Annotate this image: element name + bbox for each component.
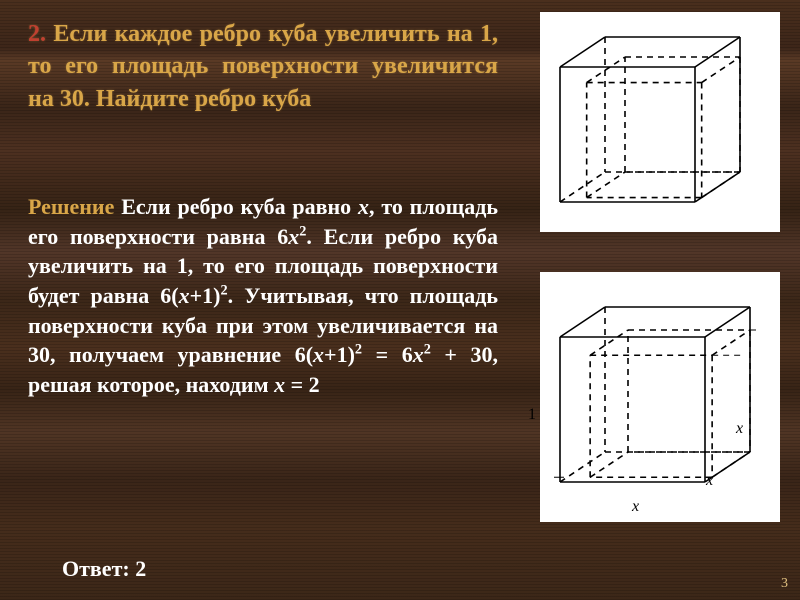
- label-x-depth: x: [706, 472, 713, 490]
- answer-line: Ответ: 2: [62, 556, 146, 582]
- figure-cube-bottom: 1 x x x: [540, 272, 780, 522]
- solution-lead: Решение: [28, 194, 114, 219]
- problem-statement: 2. Если каждое ребро куба увеличить на 1…: [28, 18, 498, 115]
- answer-value: 2: [135, 556, 146, 581]
- label-x-bottom: x: [632, 498, 639, 516]
- figure-cube-top: [540, 12, 780, 232]
- page-number: 3: [781, 576, 788, 592]
- label-one: 1: [528, 406, 536, 424]
- cube-diagram-2: [540, 272, 780, 522]
- label-x-right: x: [736, 420, 743, 438]
- problem-number: 2.: [28, 21, 46, 47]
- problem-text: Если каждое ребро куба увеличить на 1, т…: [28, 21, 498, 112]
- solution-body: Если ребро куба равно x, то площадь его …: [28, 194, 498, 397]
- cube-diagram-1: [540, 12, 780, 232]
- answer-label: Ответ:: [62, 556, 130, 581]
- solution-block: Решение Если ребро куба равно x, то площ…: [28, 192, 498, 400]
